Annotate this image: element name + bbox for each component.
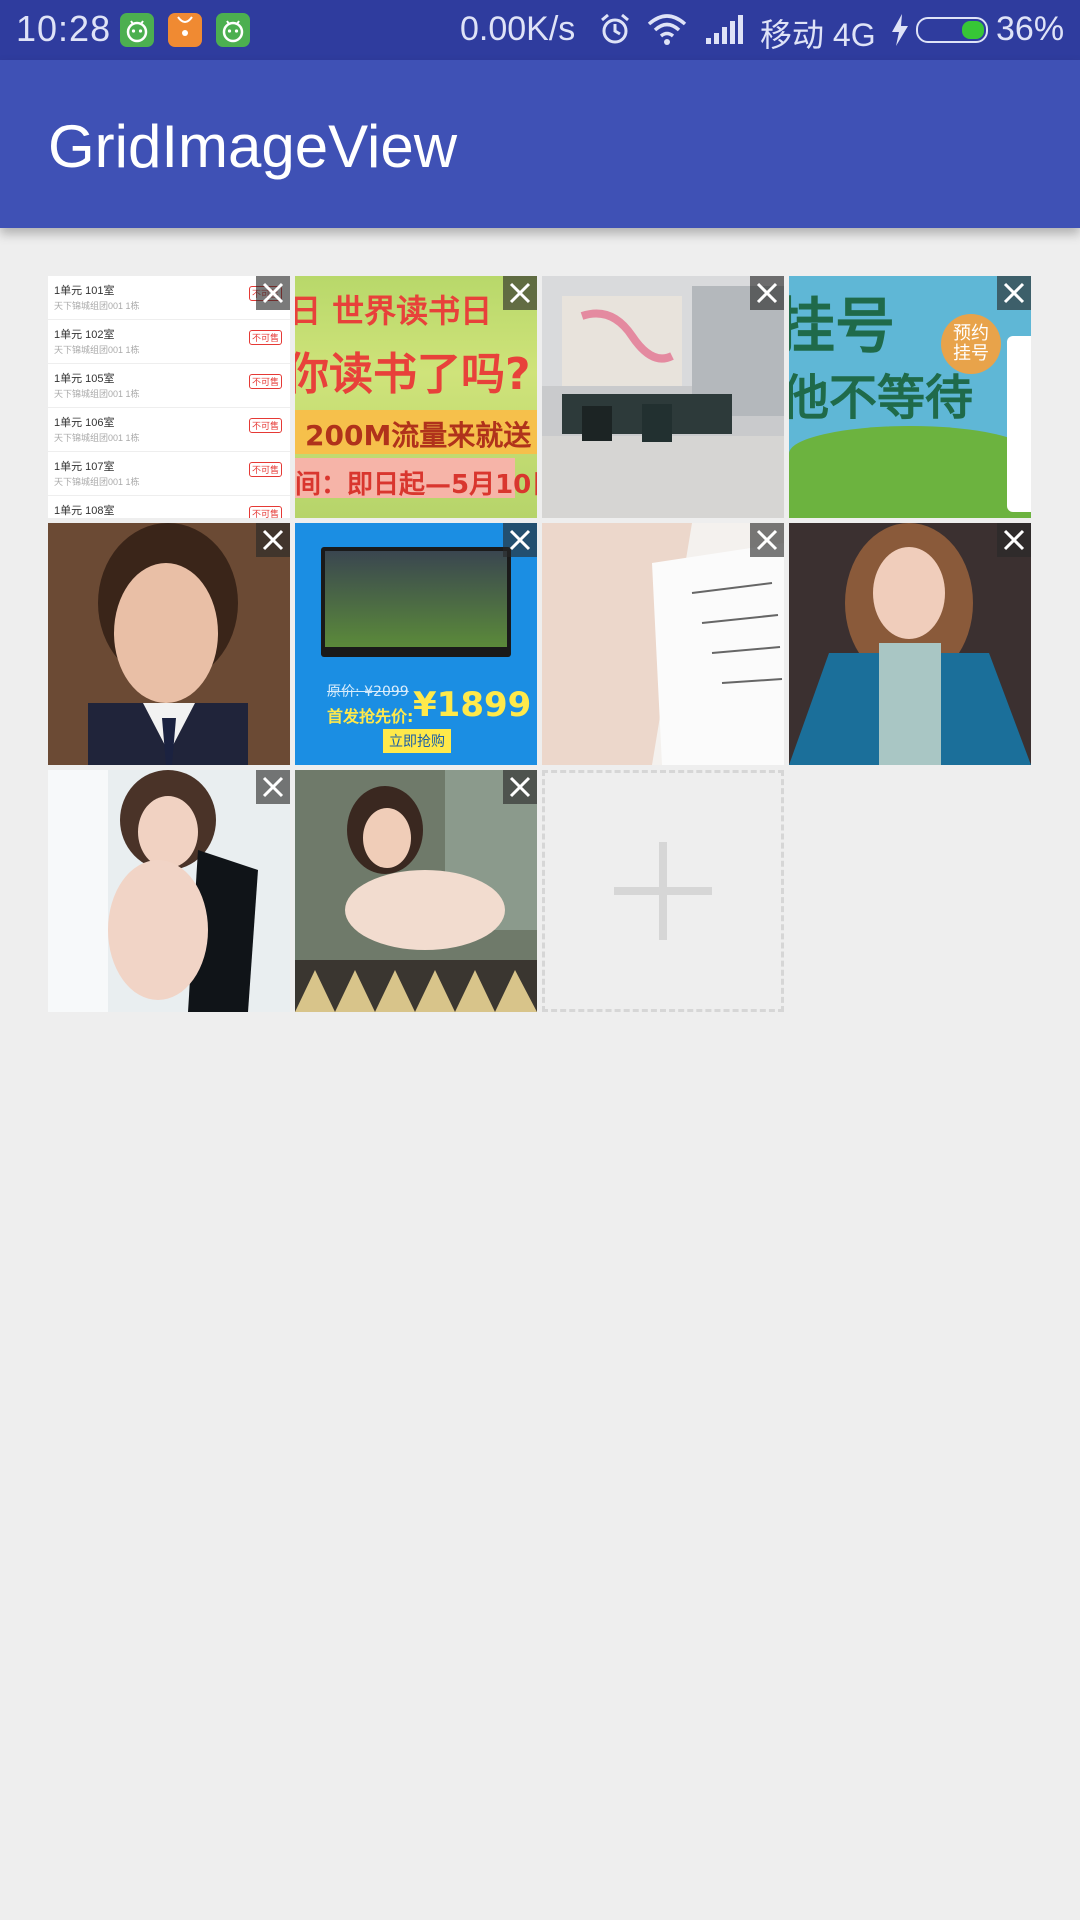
- alarm-icon: [598, 12, 632, 51]
- grid-image[interactable]: [48, 770, 290, 1012]
- charging-icon: [890, 14, 910, 51]
- portrait-photo-3: [48, 770, 290, 1012]
- close-icon: [1003, 529, 1025, 551]
- world-book-day-banner: 日 世界读书日 你读书了吗? 200M流量来就送 间：即日起—5月10日: [295, 276, 537, 518]
- banner-stripe: [295, 410, 537, 454]
- book-reading-photo: [542, 523, 784, 765]
- close-icon: [509, 529, 531, 551]
- remove-image-button[interactable]: [750, 523, 784, 557]
- app-bar: GridImageView: [0, 60, 1080, 228]
- grid-image[interactable]: [542, 276, 784, 518]
- close-icon: [509, 776, 531, 798]
- remove-image-button[interactable]: [256, 523, 290, 557]
- registration-banner: 挂号 他不等待 预约挂号: [789, 276, 1031, 518]
- network-speed: 0.00K/s: [460, 10, 576, 48]
- remove-image-button[interactable]: [256, 276, 290, 310]
- remove-image-button[interactable]: [503, 523, 537, 557]
- android-notification-icon: [216, 13, 250, 47]
- list-item: 1单元 101室 天下锦城组团001 1栋 不可售: [48, 276, 290, 320]
- list-item: 1单元 102室 天下锦城组团001 1栋 不可售: [48, 320, 290, 364]
- badge-circle: [941, 314, 1001, 374]
- grid-image[interactable]: [542, 523, 784, 765]
- status-bar: 10:28 0.00K/s 移动 4G 36%: [0, 0, 1080, 60]
- office-lobby-photo: [542, 276, 784, 518]
- grid-image[interactable]: 挂号 他不等待 预约挂号: [789, 276, 1031, 518]
- grid-image[interactable]: 1单元 101室 天下锦城组团001 1栋 不可售 1单元 102室 天下锦城组…: [48, 276, 290, 518]
- battery-icon: [916, 17, 988, 43]
- remove-image-button[interactable]: [997, 523, 1031, 557]
- carrier-label: 移动 4G: [760, 17, 876, 53]
- close-icon: [1003, 282, 1025, 304]
- android-notification-icon: [120, 13, 154, 47]
- tv-frame: [321, 547, 511, 657]
- grid-image[interactable]: [789, 523, 1031, 765]
- remove-image-button[interactable]: [750, 276, 784, 310]
- battery-percent: 36%: [996, 10, 1065, 48]
- list-item: 1单元 106室 天下锦城组团001 1栋 不可售: [48, 408, 290, 452]
- grid-image[interactable]: 日 世界读书日 你读书了吗? 200M流量来就送 间：即日起—5月10日: [295, 276, 537, 518]
- add-image-button[interactable]: [542, 770, 784, 1012]
- close-icon: [756, 282, 778, 304]
- remove-image-button[interactable]: [503, 770, 537, 804]
- grid-image[interactable]: [48, 523, 290, 765]
- tv-screen: [325, 551, 507, 647]
- signal-icon: [704, 12, 744, 51]
- page-title: GridImageView: [48, 113, 458, 180]
- list-item: 1单元 107室 天下锦城组团001 1栋 不可售: [48, 452, 290, 496]
- portrait-photo-4: [295, 770, 537, 1012]
- shopping-bag-notification-icon: [168, 13, 202, 47]
- close-icon: [262, 776, 284, 798]
- portrait-photo-2: [789, 523, 1031, 765]
- phone-shape: [1007, 336, 1031, 512]
- list-item: 1单元 108室 不可售: [48, 496, 290, 518]
- grid-image[interactable]: 原价: ¥2099 首发抢先价: ¥1899 立即抢购: [295, 523, 537, 765]
- banner-stripe: [295, 458, 515, 498]
- close-icon: [262, 529, 284, 551]
- listing-screenshot: 1单元 101室 天下锦城组团001 1栋 不可售 1单元 102室 天下锦城组…: [48, 276, 290, 518]
- plus-icon: [614, 842, 712, 940]
- portrait-photo-1: [48, 523, 290, 765]
- remove-image-button[interactable]: [503, 276, 537, 310]
- status-time: 10:28: [16, 8, 112, 49]
- close-icon: [756, 529, 778, 551]
- remove-image-button[interactable]: [256, 770, 290, 804]
- close-icon: [509, 282, 531, 304]
- banner-hill: [789, 426, 1031, 518]
- wifi-icon: [646, 12, 688, 51]
- close-icon: [262, 282, 284, 304]
- list-item: 1单元 105室 天下锦城组团001 1栋 不可售: [48, 364, 290, 408]
- remove-image-button[interactable]: [997, 276, 1031, 310]
- tv-sale-banner: 原价: ¥2099 首发抢先价: ¥1899 立即抢购: [295, 523, 537, 765]
- grid-image[interactable]: [295, 770, 537, 1012]
